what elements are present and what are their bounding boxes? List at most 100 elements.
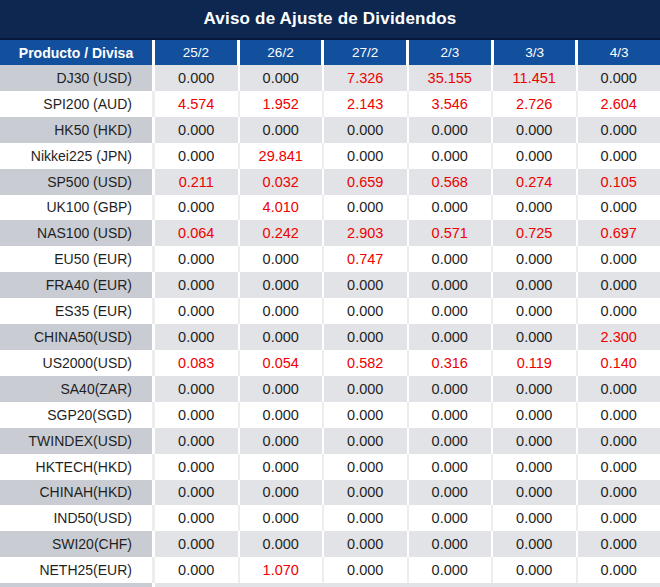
dividend-value-cell: 0.000	[578, 557, 660, 583]
dividend-value-cell: 0.000	[324, 376, 409, 402]
product-cell: HKTECH(HKD)	[0, 454, 155, 480]
dividend-value-cell: 2.604	[578, 91, 660, 117]
product-cell: DJ30 (USD)	[0, 65, 155, 91]
dividend-value-cell: 0.000	[409, 298, 494, 324]
dividend-value-cell: 0.000	[155, 454, 240, 480]
dividend-value-cell: 0.000	[578, 428, 660, 454]
column-header-date: 3/3	[494, 40, 579, 65]
table-row: SP500 (USD)0.2110.0320.6590.5680.2740.10…	[0, 169, 660, 195]
dividend-value-cell: 0.000	[324, 557, 409, 583]
column-header-date: 4/3	[578, 40, 660, 65]
dividend-value-cell: 0.000	[409, 454, 494, 480]
dividend-value-cell: 0.000	[324, 454, 409, 480]
table-row: CHINAH(HKD)0.0000.0000.0000.0000.0000.00…	[0, 480, 660, 506]
dividend-value-cell: 0.697	[578, 220, 660, 246]
dividend-value-cell: 0.000	[578, 505, 660, 531]
dividend-value-cell: 0.000	[324, 505, 409, 531]
product-cell: SWI20(CHF)	[0, 531, 155, 557]
product-cell: UK100 (GBP)	[0, 195, 155, 221]
dividend-value-cell: 0.000	[155, 324, 240, 350]
dividend-value-cell: 0.000	[324, 531, 409, 557]
dividend-value-cell: 0.000	[578, 454, 660, 480]
dividend-value-cell: 0.000	[493, 557, 578, 583]
dividend-value-cell: 0.000	[493, 402, 578, 428]
product-cell: US2000(USD)	[0, 350, 155, 376]
table-row: SA40(ZAR)0.0000.0000.0000.0000.0000.000	[0, 376, 660, 402]
dividend-value-cell: 0.000	[493, 531, 578, 557]
dividend-value-cell: 0.242	[240, 220, 325, 246]
column-header-date: 2/3	[409, 40, 494, 65]
table-row: SPI200 (AUD)4.5741.9522.1433.5462.7262.6…	[0, 91, 660, 117]
dividend-value-cell: 0.582	[324, 350, 409, 376]
dividend-value-cell: 35.155	[409, 65, 494, 91]
dividend-value-cell: 0.000	[240, 480, 325, 506]
dividend-value-cell: 0.000	[578, 272, 660, 298]
dividend-value-cell: 0.000	[324, 143, 409, 169]
product-cell: CHINAH(HKD)	[0, 480, 155, 506]
product-cell: SA40(ZAR)	[0, 376, 155, 402]
dividend-value-cell: 4.010	[240, 195, 325, 221]
dividend-value-cell: 0.000	[493, 428, 578, 454]
dividend-value-cell: 0.568	[409, 169, 494, 195]
product-cell: CHINA50(USD)	[0, 324, 155, 350]
dividend-value-cell: 0.000	[240, 324, 325, 350]
dividend-value-cell: 0.000	[155, 246, 240, 272]
product-cell: NETH25(EUR)	[0, 557, 155, 583]
dividend-value-cell: 0.000	[240, 117, 325, 143]
dividend-value-cell: 2.726	[493, 91, 578, 117]
table-row: IND50(USD)0.0000.0000.0000.0000.0000.000	[0, 505, 660, 531]
dividend-value-cell: 0.000	[409, 376, 494, 402]
dividend-value-cell: 0.000	[578, 402, 660, 428]
dividend-value-cell: 0.000	[409, 531, 494, 557]
product-cell: ES35 (EUR)	[0, 298, 155, 324]
dividend-value-cell: 2.300	[578, 324, 660, 350]
dividend-value-cell: 0.000	[578, 531, 660, 557]
table-row: TWINDEX(USD)0.0000.0000.0000.0000.0000.0…	[0, 428, 660, 454]
dividend-value-cell: 0.032	[240, 169, 325, 195]
dividend-value-cell: 0.000	[493, 454, 578, 480]
table-body: DJ30 (USD)0.0000.0007.32635.15511.4510.0…	[0, 65, 660, 583]
table-row: FRA40 (EUR)0.0000.0000.0000.0000.0000.00…	[0, 272, 660, 298]
table-row: SWI20(CHF)0.0000.0000.0000.0000.0000.000	[0, 531, 660, 557]
clipped-product-cell	[0, 583, 155, 587]
dividend-value-cell: 0.000	[240, 376, 325, 402]
dividend-value-cell: 0.000	[324, 117, 409, 143]
dividend-value-cell: 0.000	[240, 454, 325, 480]
column-header-product: Producto / Divisa	[0, 40, 155, 65]
product-cell: SPI200 (AUD)	[0, 91, 155, 117]
dividend-value-cell: 0.747	[324, 246, 409, 272]
dividend-value-cell: 0.000	[493, 298, 578, 324]
dividend-value-cell: 0.000	[578, 143, 660, 169]
table-row: UK100 (GBP)0.0004.0100.0000.0000.0000.00…	[0, 195, 660, 221]
table-row: US2000(USD)0.0830.0540.5820.3160.1190.14…	[0, 350, 660, 376]
dividend-value-cell: 0.000	[409, 324, 494, 350]
dividend-value-cell: 0.000	[409, 272, 494, 298]
dividend-value-cell: 0.000	[155, 402, 240, 428]
dividend-value-cell: 0.571	[409, 220, 494, 246]
dividend-value-cell: 0.000	[155, 480, 240, 506]
dividend-value-cell: 3.546	[409, 91, 494, 117]
dividend-adjustment-notice-panel: Aviso de Ajuste de Dividendos Producto /…	[0, 0, 660, 587]
dividend-value-cell: 0.000	[240, 65, 325, 91]
dividend-value-cell: 0.000	[409, 402, 494, 428]
column-header-date: 27/2	[324, 40, 409, 65]
table-row: SGP20(SGD)0.0000.0000.0000.0000.0000.000	[0, 402, 660, 428]
clipped-next-row	[0, 583, 660, 587]
dividend-value-cell: 0.000	[493, 143, 578, 169]
dividend-value-cell: 0.000	[240, 298, 325, 324]
dividend-value-cell: 1.070	[240, 557, 325, 583]
dividend-value-cell: 0.000	[155, 272, 240, 298]
dividend-value-cell: 0.000	[155, 376, 240, 402]
dividend-value-cell: 0.000	[155, 557, 240, 583]
dividend-value-cell: 0.316	[409, 350, 494, 376]
dividend-value-cell: 0.000	[155, 505, 240, 531]
product-cell: HK50 (HKD)	[0, 117, 155, 143]
dividend-value-cell: 0.000	[155, 65, 240, 91]
dividend-value-cell: 0.000	[155, 298, 240, 324]
dividend-value-cell: 0.211	[155, 169, 240, 195]
dividend-value-cell: 0.000	[155, 428, 240, 454]
dividend-value-cell: 0.083	[155, 350, 240, 376]
dividend-value-cell: 0.000	[409, 117, 494, 143]
dividend-value-cell: 1.952	[240, 91, 325, 117]
dividend-value-cell: 0.000	[493, 505, 578, 531]
